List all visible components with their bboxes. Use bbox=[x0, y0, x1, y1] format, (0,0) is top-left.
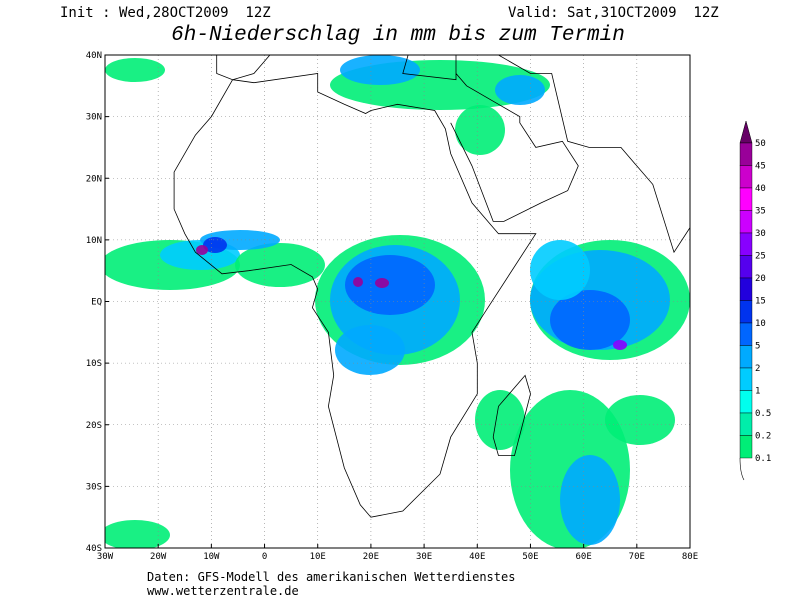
precip-area bbox=[613, 340, 627, 350]
lon-label: 70E bbox=[629, 552, 645, 562]
lat-label: 10N bbox=[86, 236, 102, 246]
precip-area bbox=[235, 243, 325, 287]
precip-area bbox=[345, 255, 435, 315]
legend-label: 10 bbox=[755, 319, 766, 329]
legend-label: 5 bbox=[755, 342, 760, 352]
legend-label: 2 bbox=[755, 364, 760, 374]
precip-area bbox=[335, 325, 405, 375]
legend-swatch bbox=[739, 390, 753, 414]
legend-label: 40 bbox=[755, 184, 766, 194]
lon-label: 30W bbox=[97, 552, 114, 562]
legend-arrow bbox=[739, 120, 753, 144]
data-source: Daten: GFS-Modell des amerikanischen Wet… bbox=[147, 570, 515, 584]
precip-area bbox=[560, 455, 620, 545]
legend-label: 1 bbox=[755, 387, 760, 397]
legend-swatch bbox=[739, 210, 753, 234]
legend-swatch bbox=[739, 142, 753, 166]
legend-label: 35 bbox=[755, 207, 766, 217]
legend-label: 45 bbox=[755, 162, 766, 172]
coastline bbox=[173, 55, 690, 518]
legend-swatch bbox=[739, 232, 753, 256]
legend-swatch bbox=[739, 255, 753, 279]
lat-label: 20S bbox=[86, 421, 102, 431]
map-title: 6h-Niederschlag in mm bis zum Termin bbox=[171, 24, 625, 47]
precip-area bbox=[375, 278, 389, 288]
precipitation bbox=[105, 55, 690, 548]
legend: 50 45 40 35 30 25 20 15 10 5 2 1 0.5 0.2 0.1 bbox=[739, 120, 771, 481]
legend-label: 30 bbox=[755, 229, 766, 239]
lon-label: 80E bbox=[682, 552, 698, 562]
legend-label: 50 bbox=[755, 139, 766, 149]
precip-area bbox=[550, 290, 630, 350]
valid-time: Valid: Sat,31OCT2009 12Z bbox=[508, 5, 719, 21]
lon-label: 20E bbox=[363, 552, 379, 562]
legend-swatch bbox=[739, 345, 753, 369]
lon-label: 20W bbox=[150, 552, 167, 562]
precip-area bbox=[495, 75, 545, 105]
legend-swatch bbox=[739, 322, 753, 346]
coastlines bbox=[173, 55, 690, 518]
lat-label: EQ bbox=[91, 298, 102, 308]
lon-label: 10E bbox=[310, 552, 326, 562]
lat-label: 20N bbox=[86, 174, 102, 184]
precip-area bbox=[353, 277, 363, 287]
lon-label: 60E bbox=[576, 552, 592, 562]
legend-label: 20 bbox=[755, 274, 766, 284]
legend-swatch bbox=[739, 187, 753, 211]
precip-area bbox=[530, 240, 590, 300]
lon-label: 30E bbox=[416, 552, 432, 562]
init-time: Init : Wed,28OCT2009 12Z bbox=[60, 5, 271, 21]
lon-label: 10W bbox=[203, 552, 220, 562]
precip-area bbox=[475, 390, 525, 450]
website: www.wetterzentrale.de bbox=[147, 584, 299, 598]
lon-label: 0 bbox=[262, 552, 267, 562]
lat-label: 40S bbox=[86, 544, 102, 554]
legend-swatch bbox=[739, 367, 753, 391]
lat-label: 30N bbox=[86, 113, 102, 123]
legend-label: 0.1 bbox=[755, 454, 771, 464]
lat-label: 40N bbox=[86, 51, 102, 61]
legend-label: 0.2 bbox=[755, 432, 771, 442]
grid: 30W 20W 10W 0 10E 20E 30E 40E 50E 60E 70E 80E 40N 30N… bbox=[86, 51, 698, 562]
precip-area bbox=[605, 395, 675, 445]
legend-swatch bbox=[739, 277, 753, 301]
legend-label: 0.5 bbox=[755, 409, 771, 419]
precip-area bbox=[340, 55, 420, 85]
map-frame bbox=[104, 54, 691, 549]
lon-label: 40E bbox=[469, 552, 485, 562]
legend-swatch bbox=[739, 412, 753, 436]
legend-swatch bbox=[739, 300, 753, 324]
precip-area bbox=[105, 520, 170, 548]
lon-label: 50E bbox=[522, 552, 538, 562]
legend-swatch bbox=[739, 165, 753, 189]
legend-swatch bbox=[739, 435, 753, 459]
precip-area bbox=[203, 237, 227, 253]
legend-label: 15 bbox=[755, 297, 766, 307]
legend-label: 25 bbox=[755, 252, 766, 262]
lat-label: 10S bbox=[86, 359, 102, 369]
precip-area bbox=[196, 245, 208, 255]
legend-tail bbox=[739, 457, 745, 481]
precip-area bbox=[105, 58, 165, 82]
precip-area bbox=[455, 105, 505, 155]
lat-label: 30S bbox=[86, 482, 102, 492]
